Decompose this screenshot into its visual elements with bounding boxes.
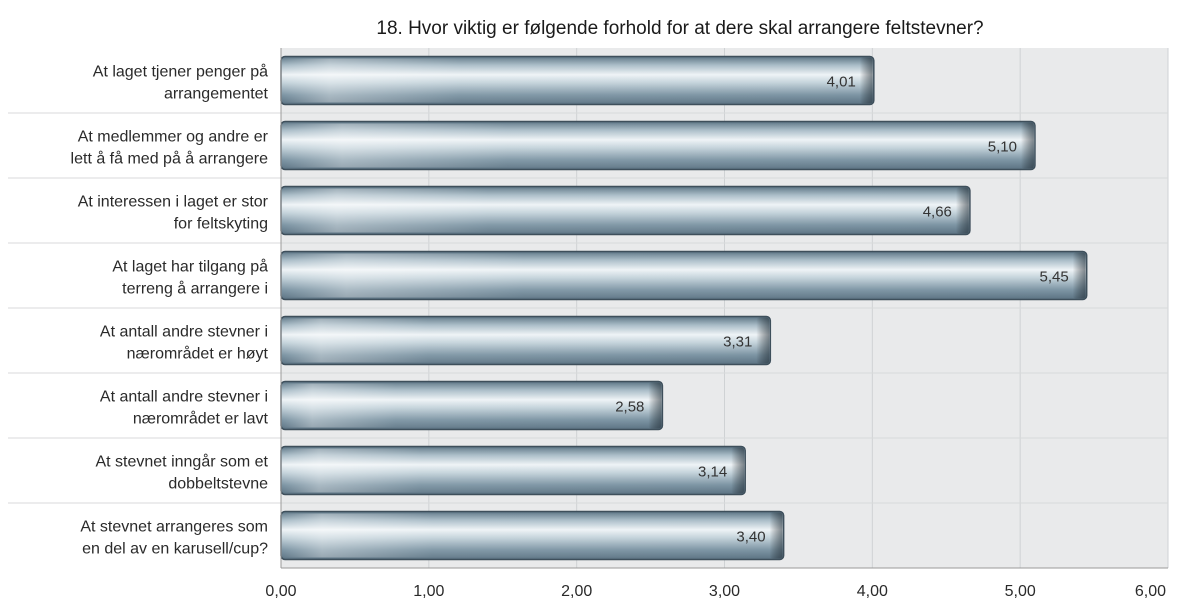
category-label-line: dobbeltstevne (168, 476, 268, 493)
bar-gloss (282, 188, 969, 233)
category-label: At laget tjener penger på arrangementet (93, 63, 269, 103)
bar-gloss (282, 513, 783, 558)
value-label: 2,58 (615, 399, 644, 416)
bar: 3,14 (280, 445, 746, 496)
category-label-line: lett å få med på å arrangere (71, 150, 269, 168)
bar-end-shade (756, 317, 770, 364)
category-label-line: At laget tjener penger på (93, 63, 268, 81)
bar-end-shade (731, 447, 745, 494)
category-label: At stevnet inngår som et dobbeltstevne (95, 453, 268, 493)
bar-end-shade (859, 57, 873, 104)
bar-gloss (282, 383, 662, 428)
x-tick-label: 5,00 (1005, 583, 1036, 600)
value-label: 4,01 (827, 74, 856, 91)
bar-gloss (282, 253, 1086, 298)
bar: 3,40 (280, 510, 785, 561)
value-label: 3,40 (736, 529, 765, 546)
category-label: At interessen i laget er stor for feltsky… (78, 194, 269, 233)
bar: 3,31 (280, 315, 772, 366)
category-label-line: nærområdet er høyt (127, 345, 269, 363)
x-tick-label: 1,00 (413, 583, 444, 600)
category-label-line: At antall andre stevner i (100, 324, 268, 341)
category-label-line: terreng å arrangere i (122, 280, 268, 298)
x-tick-label: 6,00 (1135, 583, 1166, 600)
x-tick-label: 0,00 (265, 583, 296, 600)
bar: 5,45 (280, 250, 1088, 301)
bar-end-shade (1072, 252, 1086, 299)
category-label-line: nærområdet er lavt (133, 410, 269, 428)
value-label: 3,14 (698, 464, 727, 481)
category-label-line: At interessen i laget er stor (78, 194, 269, 211)
value-label: 3,31 (723, 334, 752, 351)
category-label-line: At laget har tilgang på (112, 258, 268, 276)
x-tick-label: 4,00 (857, 583, 888, 600)
bar: 4,01 (280, 55, 875, 106)
bars: 4,01 5,10 4,66 5,45 3,31 2,58 3,14 3,40 (280, 55, 1088, 561)
category-label-line: At antall andre stevner i (100, 389, 268, 406)
x-tick-label: 3,00 (709, 583, 740, 600)
bar-end-shade (1020, 122, 1034, 169)
bar-end-shade (955, 187, 969, 234)
category-separators (8, 112, 1168, 504)
bar-gloss (282, 58, 873, 103)
category-label-line: At stevnet arrangeres som (80, 519, 268, 536)
category-label-line: At medlemmer og andre er (78, 129, 269, 146)
category-label-line: en del av en karusell/cup? (82, 541, 268, 558)
category-label: At antall andre stevner i nærområdet er h… (100, 324, 269, 363)
bar: 4,66 (280, 185, 971, 236)
bar-gloss (282, 123, 1034, 168)
bar: 2,58 (280, 380, 664, 431)
bar-end-shade (769, 512, 783, 559)
x-axis-tick-labels: 0,00 1,00 2,00 3,00 4,00 5,00 6,00 (265, 583, 1166, 600)
value-label: 4,66 (923, 204, 952, 221)
value-label: 5,45 (1039, 269, 1068, 286)
category-label: At medlemmer og andre er lett å få med på… (71, 129, 269, 168)
category-label-line: for feltskyting (174, 216, 268, 233)
value-label: 5,10 (988, 139, 1017, 156)
x-tick-label: 2,00 (561, 583, 592, 600)
bar-gloss (282, 448, 745, 493)
category-labels: At laget tjener penger på arrangementetAt… (71, 63, 269, 558)
category-label: At laget har tilgang på terreng å arrange… (112, 258, 268, 298)
category-label-line: arrangementet (164, 86, 269, 103)
category-label-line: At stevnet inngår som et (95, 453, 268, 471)
bar-end-shade (648, 382, 662, 429)
bar: 5,10 (280, 120, 1036, 171)
category-label: At stevnet arrangeres som en del av en ka… (80, 519, 268, 558)
category-label: At antall andre stevner i nærområdet er l… (100, 389, 269, 428)
bar-gloss (282, 318, 770, 363)
chart-title: 18. Hvor viktig er følgende forhold for … (376, 18, 983, 39)
